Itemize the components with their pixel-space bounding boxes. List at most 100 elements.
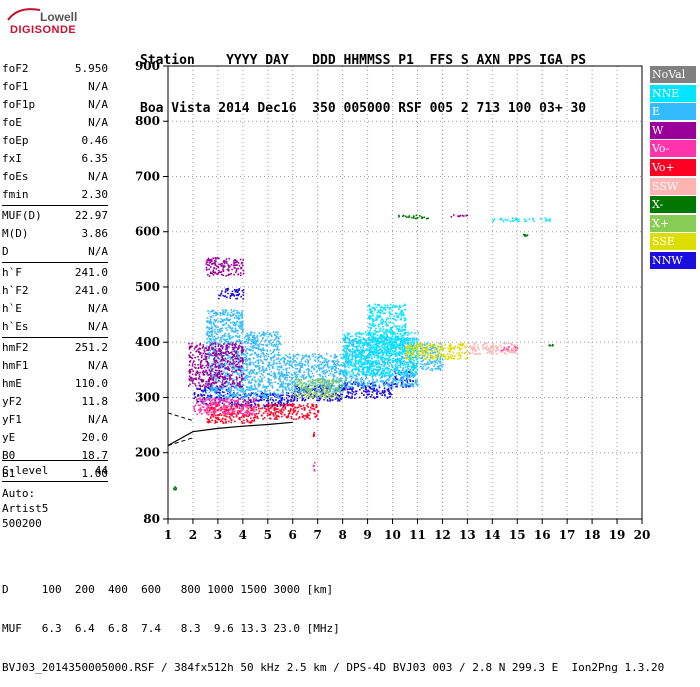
data-point xyxy=(249,358,251,360)
data-point xyxy=(346,374,348,376)
data-point xyxy=(372,352,374,354)
data-point xyxy=(353,372,355,374)
data-point xyxy=(371,394,373,396)
data-point xyxy=(368,382,370,384)
data-point xyxy=(269,382,271,384)
data-point xyxy=(383,309,385,311)
data-point xyxy=(210,318,212,320)
data-point xyxy=(404,317,406,319)
data-point xyxy=(384,376,386,378)
data-point xyxy=(334,375,336,377)
data-point xyxy=(359,356,361,358)
data-point xyxy=(265,355,267,357)
data-point xyxy=(361,362,363,364)
data-point xyxy=(222,360,224,362)
data-point xyxy=(194,383,196,385)
data-point xyxy=(277,347,279,349)
data-point xyxy=(253,377,255,379)
data-point xyxy=(222,403,224,405)
data-point xyxy=(382,323,384,325)
data-point xyxy=(417,384,419,386)
data-point xyxy=(413,363,415,365)
data-point xyxy=(209,354,211,356)
data-point xyxy=(228,368,230,370)
data-point xyxy=(385,309,387,311)
data-point xyxy=(365,331,367,333)
data-point xyxy=(386,349,388,351)
data-point xyxy=(258,354,260,356)
data-point xyxy=(354,339,356,341)
data-point xyxy=(321,390,323,392)
data-point xyxy=(350,349,352,351)
data-point xyxy=(275,331,277,333)
data-point xyxy=(246,333,248,335)
data-point xyxy=(376,379,378,381)
data-point xyxy=(378,391,380,393)
data-point xyxy=(380,380,382,382)
data-point xyxy=(388,365,390,367)
data-point xyxy=(400,342,402,344)
data-point xyxy=(373,315,375,317)
data-point xyxy=(219,367,221,369)
data-point xyxy=(269,362,271,364)
data-point xyxy=(269,390,271,392)
data-point xyxy=(260,394,262,396)
data-point xyxy=(199,376,201,378)
data-point xyxy=(411,345,413,347)
data-point xyxy=(373,373,375,375)
data-point xyxy=(413,341,415,343)
data-point xyxy=(277,336,279,338)
data-point xyxy=(212,315,214,317)
data-point xyxy=(381,311,383,313)
data-point xyxy=(342,358,344,360)
data-point xyxy=(230,365,232,367)
data-point xyxy=(263,399,265,401)
data-point xyxy=(214,360,216,362)
data-point xyxy=(293,391,295,393)
data-point xyxy=(222,391,224,393)
data-point xyxy=(340,354,342,356)
data-point xyxy=(407,332,409,334)
data-point xyxy=(274,381,276,383)
data-point xyxy=(226,354,228,356)
data-point xyxy=(203,353,205,355)
data-point xyxy=(245,341,247,343)
data-point xyxy=(361,346,363,348)
data-point xyxy=(415,379,417,381)
data-point xyxy=(380,320,382,322)
data-point xyxy=(278,357,280,359)
data-point xyxy=(358,339,360,341)
data-point xyxy=(213,343,215,345)
data-point xyxy=(378,367,380,369)
data-point xyxy=(390,318,392,320)
data-point xyxy=(278,366,280,368)
data-point xyxy=(222,269,224,271)
data-point xyxy=(344,389,346,391)
data-point xyxy=(252,345,254,347)
data-point xyxy=(401,380,403,382)
data-point xyxy=(256,336,258,338)
data-point xyxy=(209,275,211,277)
data-point xyxy=(403,352,405,354)
data-point xyxy=(411,341,413,343)
data-point xyxy=(277,406,279,408)
data-point xyxy=(383,362,385,364)
data-point xyxy=(372,366,374,368)
data-point xyxy=(327,364,329,366)
data-point xyxy=(300,361,302,363)
data-point xyxy=(268,366,270,368)
data-point xyxy=(354,383,356,385)
data-point xyxy=(347,335,349,337)
data-point xyxy=(380,367,382,369)
data-point xyxy=(284,360,286,362)
data-point xyxy=(271,371,273,373)
data-point xyxy=(245,335,247,337)
data-point xyxy=(422,364,424,366)
data-point xyxy=(442,364,444,366)
data-point xyxy=(374,373,376,375)
data-point xyxy=(368,327,370,329)
data-point xyxy=(214,319,216,321)
data-point xyxy=(253,364,255,366)
data-point xyxy=(344,351,346,353)
data-point xyxy=(376,373,378,375)
